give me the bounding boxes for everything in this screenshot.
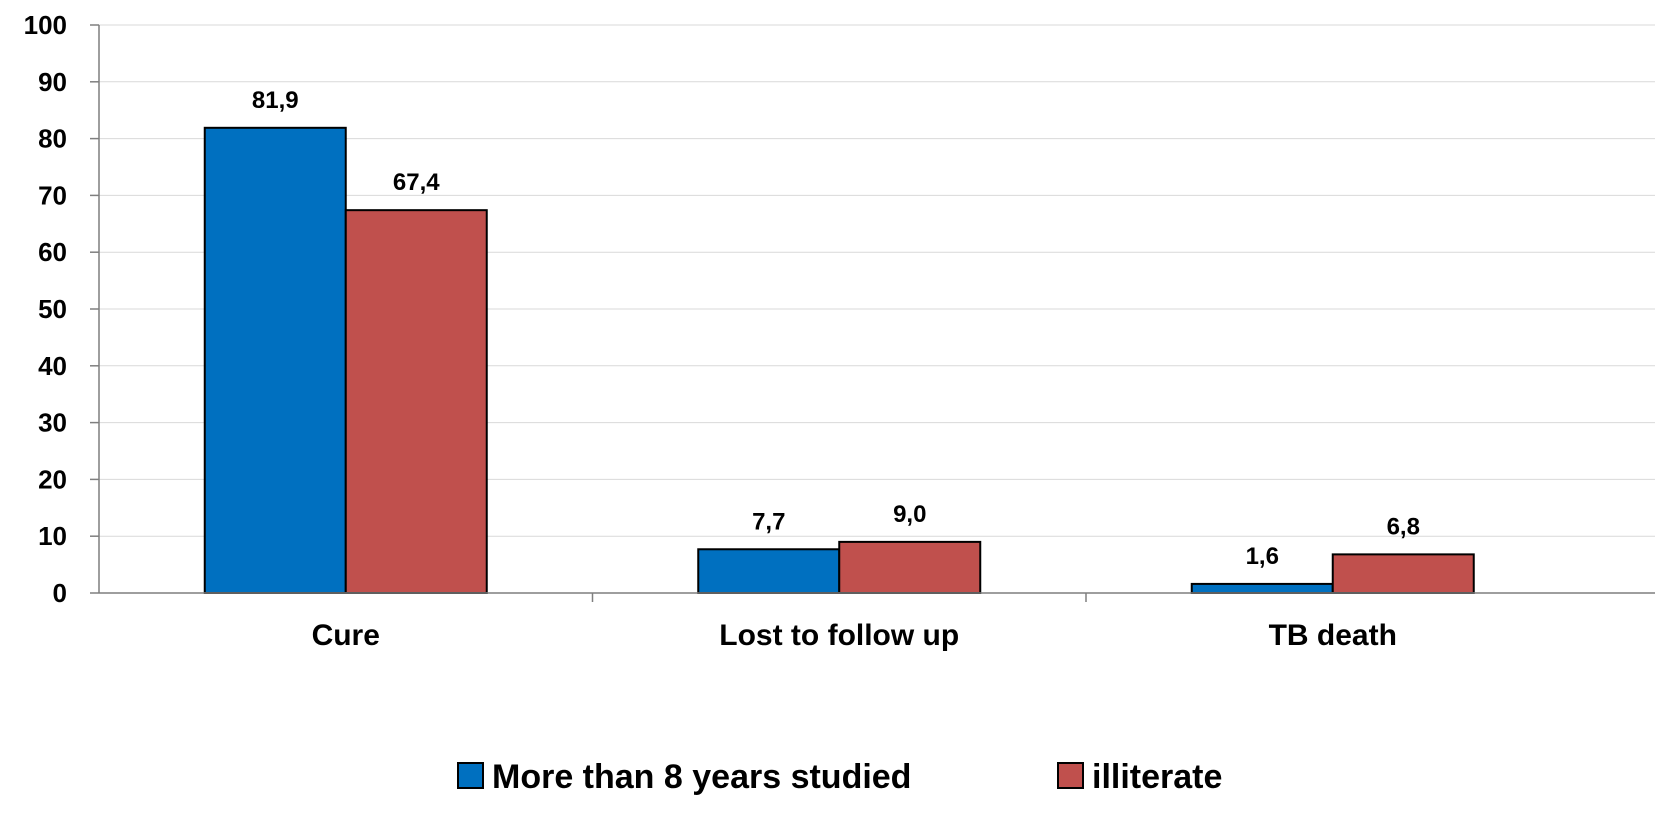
- legend-label: illiterate: [1092, 758, 1222, 796]
- legend-item-0: More than 8 years studied: [457, 758, 911, 796]
- y-tick-label: 100: [24, 10, 67, 40]
- data-label: 9,0: [893, 501, 926, 528]
- y-tick-label: 10: [38, 521, 67, 551]
- bar-1-1: [838, 540, 982, 595]
- legend-swatch: [1057, 762, 1084, 789]
- y-tick-label: 50: [38, 294, 67, 324]
- data-label: 7,7: [752, 508, 785, 535]
- data-label: 1,6: [1246, 543, 1279, 570]
- y-tick-label: 70: [38, 180, 67, 210]
- legend-label: More than 8 years studied: [492, 758, 911, 796]
- y-tick-label: 60: [38, 237, 67, 267]
- y-tick-label: 80: [38, 124, 67, 154]
- legend-item-1: illiterate: [1057, 758, 1222, 796]
- y-tick-label: 0: [53, 578, 67, 608]
- y-tick-label: 20: [38, 464, 67, 494]
- x-tick-label: Lost to follow up: [719, 619, 959, 652]
- legend: More than 8 years studied illiterate: [457, 758, 1222, 796]
- data-label: 81,9: [252, 87, 299, 114]
- bar-0-1: [697, 548, 841, 594]
- legend-swatch: [457, 762, 484, 789]
- y-tick-label: 30: [38, 408, 67, 438]
- axes: [90, 24, 1655, 602]
- y-tick-label: 90: [38, 67, 67, 97]
- y-tick-labels: 0 10 20 30 40 50 60 70 80 90 100: [24, 10, 67, 608]
- x-tick-labels: Cure Lost to follow up TB death: [312, 619, 1397, 652]
- bar-1-2: [1331, 553, 1475, 594]
- x-tick-label: TB death: [1269, 619, 1397, 652]
- bars: [203, 126, 1475, 595]
- data-label: 6,8: [1387, 513, 1420, 540]
- bar-1-0: [344, 209, 488, 594]
- y-tick-label: 40: [38, 351, 67, 381]
- bar-0-2: [1190, 582, 1334, 594]
- x-tick-label: Cure: [312, 619, 380, 652]
- data-labels: 81,9 67,4 7,7 9,0 1,6 6,8: [252, 87, 1420, 570]
- data-label: 67,4: [393, 169, 440, 196]
- bar-0-0: [203, 126, 347, 594]
